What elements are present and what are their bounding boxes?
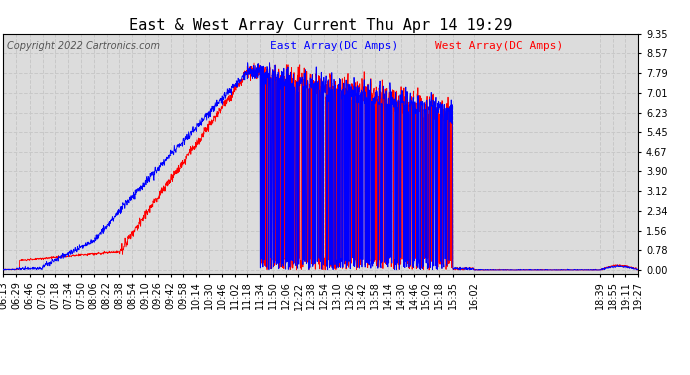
Text: East Array(DC Amps): East Array(DC Amps) xyxy=(270,41,398,51)
Title: East & West Array Current Thu Apr 14 19:29: East & West Array Current Thu Apr 14 19:… xyxy=(129,18,513,33)
Text: West Array(DC Amps): West Array(DC Amps) xyxy=(435,41,563,51)
Text: Copyright 2022 Cartronics.com: Copyright 2022 Cartronics.com xyxy=(7,41,159,51)
